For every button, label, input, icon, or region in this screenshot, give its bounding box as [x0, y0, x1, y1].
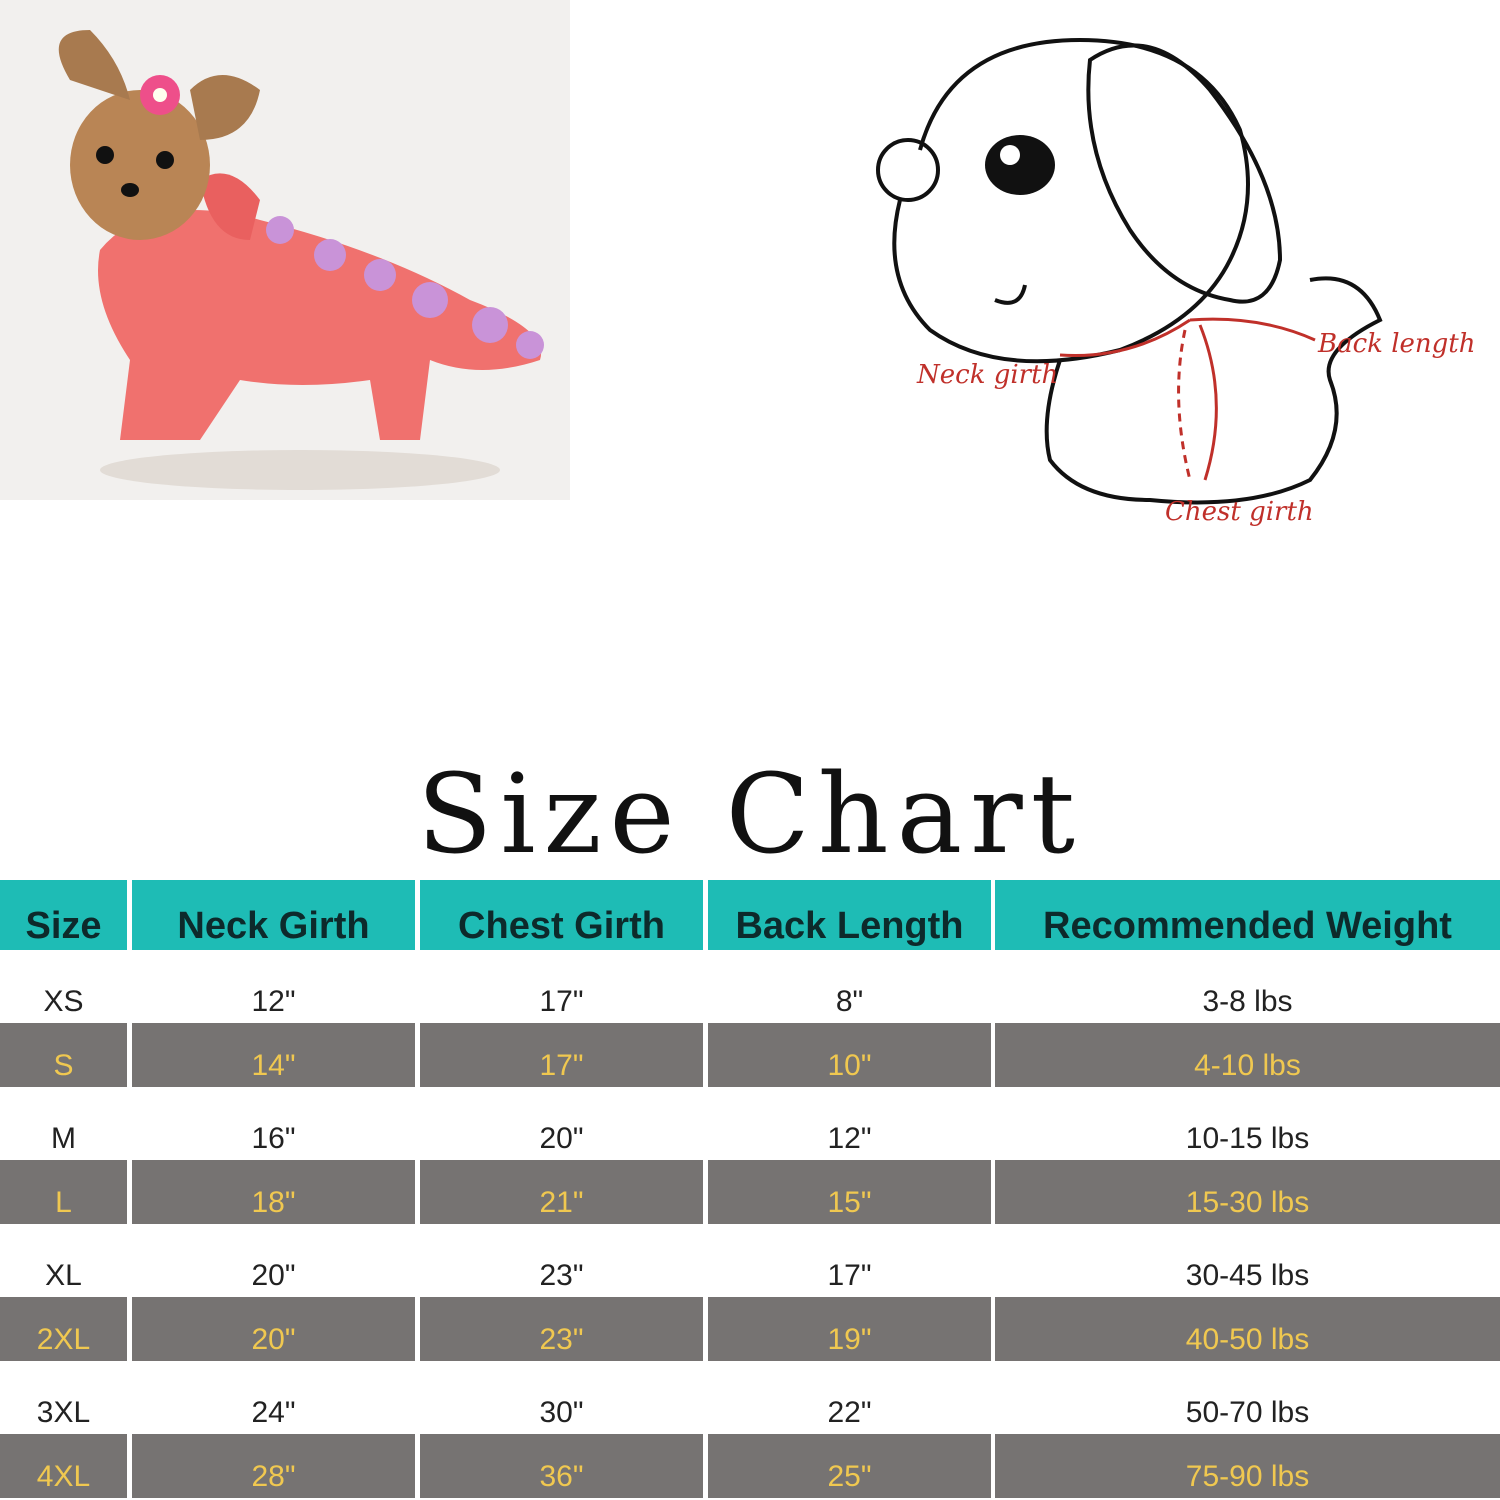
cell-chest-girth: 21"	[420, 1160, 703, 1224]
cell-weight: 4-10 lbs	[995, 1023, 1500, 1087]
cell-chest-girth: 23"	[420, 1297, 703, 1361]
size-chart-title: Size Chart	[417, 750, 1083, 878]
cell-back-length: 19"	[708, 1297, 991, 1361]
header-recommended-weight: Recommended Weight	[995, 880, 1500, 950]
cell-chest-girth: 17"	[539, 985, 584, 1018]
cell-chest-girth: 23"	[539, 1259, 584, 1292]
table-row: 3XL 24" 30" 22" 50-70 lbs	[0, 1366, 1500, 1434]
cell-size: 2XL	[0, 1297, 127, 1361]
table-row: 4XL 28" 36" 25" 75-90 lbs	[0, 1434, 1500, 1498]
cell-weight: 3-8 lbs	[1202, 985, 1293, 1018]
cell-back-length: 17"	[827, 1259, 872, 1292]
cell-size: S	[0, 1023, 127, 1087]
cell-back-length: 12"	[827, 1122, 872, 1155]
dog-measurement-diagram: Neck girth Back length Chest girth	[876, 37, 1475, 527]
header-back-length: Back Length	[708, 880, 991, 950]
cell-weight: 30-45 lbs	[1185, 1259, 1310, 1292]
cell-weight: 15-30 lbs	[995, 1160, 1500, 1224]
cell-neck-girth: 16"	[251, 1122, 296, 1155]
cell-size: XS	[43, 985, 84, 1018]
table-row: XS 12" 17" 8" 3-8 lbs	[0, 955, 1500, 1023]
cell-neck-girth: 20"	[132, 1297, 415, 1361]
cell-chest-girth: 20"	[539, 1122, 584, 1155]
cell-neck-girth: 28"	[132, 1434, 415, 1498]
cell-size: 4XL	[0, 1434, 127, 1498]
cell-size: M	[51, 1122, 76, 1155]
header-size: Size	[0, 880, 127, 950]
cell-neck-girth: 14"	[132, 1023, 415, 1087]
header-chest-girth: Chest Girth	[420, 880, 703, 950]
cell-neck-girth: 12"	[251, 985, 296, 1018]
back-length-label: Back length	[1317, 329, 1475, 359]
cell-back-length: 15"	[708, 1160, 991, 1224]
cell-chest-girth: 17"	[420, 1023, 703, 1087]
cell-size: XL	[45, 1259, 82, 1292]
cell-weight: 40-50 lbs	[995, 1297, 1500, 1361]
table-header-row: Size Neck Girth Chest Girth Back Length …	[0, 880, 1500, 950]
table-row: 2XL 20" 23" 19" 40-50 lbs	[0, 1297, 1500, 1361]
table-row: L 18" 21" 15" 15-30 lbs	[0, 1160, 1500, 1224]
cell-neck-girth: 18"	[132, 1160, 415, 1224]
table-row: M 16" 20" 12" 10-15 lbs	[0, 1092, 1500, 1160]
cell-back-length: 8"	[835, 985, 864, 1018]
neck-girth-label: Neck girth	[916, 360, 1058, 390]
header-neck-girth: Neck Girth	[132, 880, 415, 950]
cell-neck-girth: 24"	[251, 1396, 296, 1429]
cell-neck-girth: 20"	[251, 1259, 296, 1292]
table-row: XL 20" 23" 17" 30-45 lbs	[0, 1229, 1500, 1297]
cell-back-length: 22"	[827, 1396, 872, 1429]
cell-size: 3XL	[36, 1396, 91, 1429]
cell-chest-girth: 30"	[539, 1396, 584, 1429]
chest-girth-label: Chest girth	[1165, 497, 1314, 527]
cell-weight: 50-70 lbs	[1185, 1396, 1310, 1429]
cell-weight: 75-90 lbs	[995, 1434, 1500, 1498]
cell-weight: 10-15 lbs	[1185, 1122, 1310, 1155]
cell-back-length: 10"	[708, 1023, 991, 1087]
cell-back-length: 25"	[708, 1434, 991, 1498]
cell-chest-girth: 36"	[420, 1434, 703, 1498]
dog-in-pink-dinosaur-costume-photo	[0, 0, 570, 500]
table-row: S 14" 17" 10" 4-10 lbs	[0, 1023, 1500, 1087]
cell-size: L	[0, 1160, 127, 1224]
